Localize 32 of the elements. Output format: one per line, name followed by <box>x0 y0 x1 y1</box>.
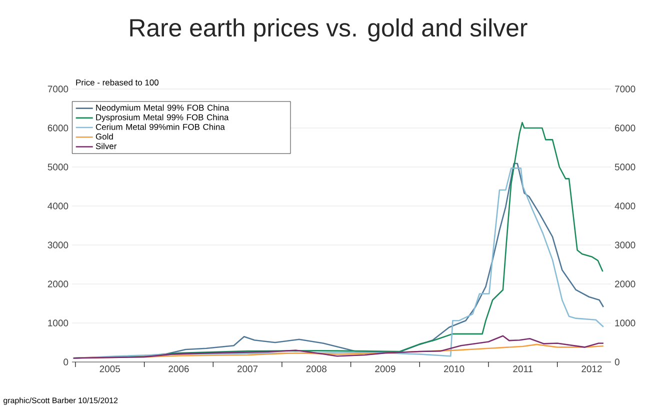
x-tick-label: 2008 <box>306 366 326 372</box>
y-axis-title: Price - rebased to 100 <box>76 79 158 86</box>
legend-label: Cerium Metal 99%min FOB China <box>96 124 225 130</box>
x-tick-label: 2010 <box>444 366 464 372</box>
y2-tick-label: 3000 <box>614 242 636 248</box>
y2-tick-label: 6000 <box>615 124 636 132</box>
y-tick-label: 7000 <box>48 86 68 92</box>
y-tick-label: 1000 <box>48 320 68 326</box>
x-tick-label: 2007 <box>237 366 258 372</box>
y-tick-label: 3000 <box>48 242 68 248</box>
y-tick-label: 0 <box>64 358 68 366</box>
legend-label: Dysprosium Metal 99% FOB China <box>96 114 229 122</box>
y2-tick-label: 7000 <box>615 86 636 92</box>
line-series <box>72 335 604 359</box>
legend-label: Gold <box>96 133 113 140</box>
legend-label: Silver <box>96 142 117 150</box>
x-tick-label: 2006 <box>168 366 189 372</box>
y2-tick-label: 5000 <box>614 164 636 170</box>
x-tick-label: 2009 <box>375 366 396 372</box>
x-tick-label: 2005 <box>100 366 120 372</box>
y-tick-label: 5000 <box>48 164 68 170</box>
x-tick-label: 2011 <box>513 366 533 372</box>
x-tick-label: 2012 <box>582 366 602 372</box>
y2-tick-label: 1000 <box>615 320 636 326</box>
y2-tick-label: 4000 <box>614 202 636 210</box>
y-tick-label: 4000 <box>48 202 68 210</box>
legend-label: Neodymium Metal 99% FOB China <box>96 104 230 112</box>
y2-tick-label: 2000 <box>615 280 636 288</box>
y-tick-label: 6000 <box>48 124 68 132</box>
y2-tick-label: 0 <box>614 358 620 366</box>
chart-title: Rare earth prices vs. gold and silver <box>130 18 528 42</box>
y-tick-label: 2000 <box>48 280 68 288</box>
